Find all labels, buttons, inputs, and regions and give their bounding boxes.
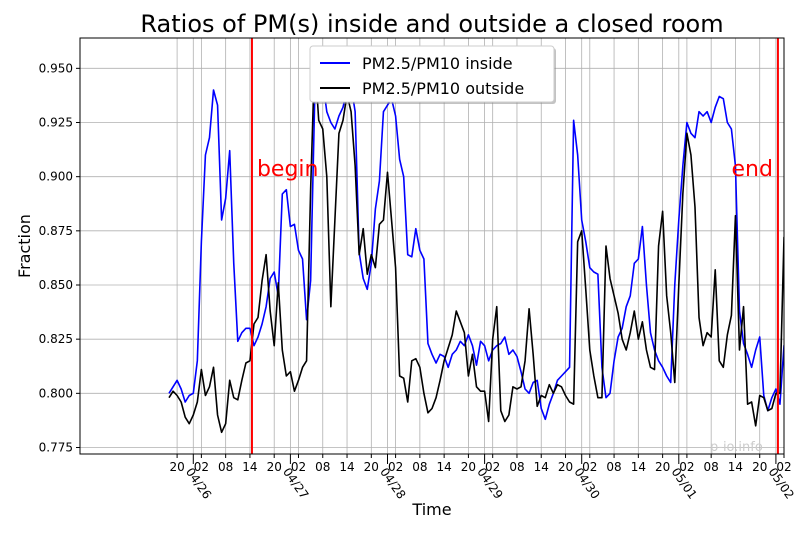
x-tick-label: 20: [169, 460, 184, 474]
x-tick-label: 20: [461, 460, 476, 474]
y-tick-label: 0.800: [39, 386, 73, 400]
x-tick-label: 20: [267, 460, 282, 474]
legend-label-1: PM2.5/PM10 inside: [362, 54, 513, 73]
x-tick-label: 02: [194, 460, 209, 474]
plot-background: [80, 38, 784, 454]
plot-frame: [79, 37, 785, 455]
x-tick-label: 20: [655, 460, 670, 474]
series-line-1: [168, 80, 784, 421]
legend: PM2.5/PM10 inside PM2.5/PM10 outside: [309, 45, 556, 104]
x-tick-label: 14: [242, 460, 257, 474]
y-axis-label: Fraction: [15, 214, 34, 278]
marker-label-end: end: [731, 157, 772, 182]
x-tick-label: 20: [558, 460, 573, 474]
x-tick-label: 02: [485, 460, 500, 474]
legend-box: [309, 45, 555, 103]
x-tick-label: 14: [631, 460, 646, 474]
y-tick-label: 0.950: [39, 61, 73, 75]
x-axis: 20 02 08 14 20 02 08 14 20 02 08 14 20 02 08 14 20 02 08 14…: [169, 454, 792, 474]
y-tick-label: 0.875: [39, 224, 73, 238]
series-layer: [168, 56, 784, 434]
x-axis-label: Time: [411, 500, 451, 519]
marker-label-begin: begin: [257, 157, 319, 182]
x-tick-label: 08: [606, 460, 621, 474]
chart-title: Ratios of PM(s) inside and outside a clo…: [140, 10, 723, 38]
x-tick-label: 08: [412, 460, 427, 474]
x-tick-label: 02: [582, 460, 597, 474]
series-line-2: [168, 56, 784, 434]
y-axis: 0.775 0.800 0.825 0.850 0.875 0.900 0.925 0.950: [39, 61, 80, 455]
x-tick-label: 14: [339, 460, 354, 474]
x-tick-label: 02: [388, 460, 403, 474]
x-tick-label: 20: [364, 460, 379, 474]
x-tick-label: 08: [315, 460, 330, 474]
x-tick-label: 08: [509, 460, 524, 474]
y-tick-label: 0.775: [39, 441, 73, 455]
x-tick-label: 02: [776, 460, 791, 474]
watermark: p-io.info: [710, 440, 763, 455]
marker-layer: begin end: [250, 38, 779, 454]
x-tick-label: 02: [679, 460, 694, 474]
x-tick-label: 02: [291, 460, 306, 474]
y-tick-label: 0.925: [39, 116, 73, 130]
x-tick-label: 08: [704, 460, 719, 474]
legend-label-2: PM2.5/PM10 outside: [362, 79, 524, 98]
x-tick-label: 14: [728, 460, 743, 474]
x-tick-label: 14: [436, 460, 451, 474]
x-tick-label: 08: [218, 460, 233, 474]
x-tick-label: 20: [752, 460, 767, 474]
plot-area: p-io.info begin end: [79, 37, 785, 455]
y-tick-label: 0.825: [39, 332, 73, 346]
x-tick-label: 14: [534, 460, 549, 474]
y-tick-label: 0.900: [39, 170, 73, 184]
y-tick-label: 0.850: [39, 278, 73, 292]
